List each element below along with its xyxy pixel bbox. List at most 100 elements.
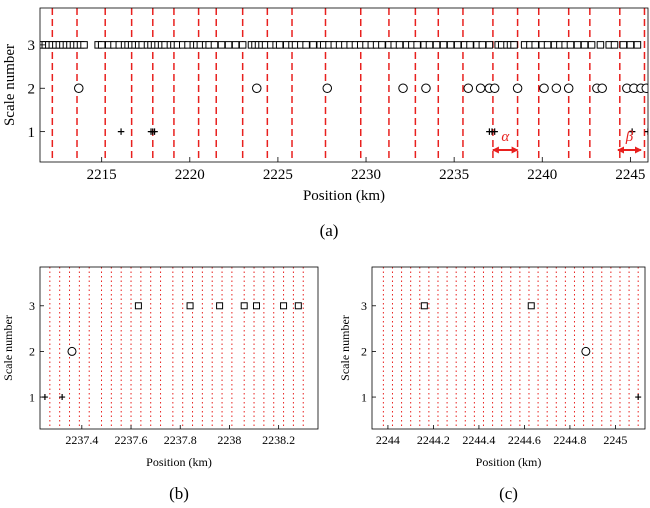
scale2-point — [512, 83, 523, 94]
x-tick-label: 2240 — [527, 167, 557, 183]
scale3-point — [420, 302, 428, 310]
scale3-point — [413, 41, 421, 49]
scale2-point — [551, 83, 562, 94]
scale1-point — [117, 128, 125, 135]
scale3-point — [80, 41, 88, 49]
scale3-point — [543, 41, 552, 49]
scale2-point — [489, 83, 500, 94]
panel-caption: (b) — [169, 484, 189, 503]
axes-box — [371, 266, 646, 430]
scale3-point — [302, 41, 310, 49]
x-tick-label: 2245 — [615, 167, 645, 183]
scale3-point — [432, 41, 441, 49]
scale2-point — [74, 83, 84, 94]
y-axis-label: Scale number — [338, 315, 352, 381]
plot-area — [41, 267, 304, 429]
scale3-point — [453, 41, 462, 49]
scale1-point — [635, 394, 642, 401]
y-tick-label: 1 — [29, 390, 35, 404]
scale3-point — [580, 41, 589, 49]
scale3-point — [231, 41, 240, 49]
x-axis-label: Position (km) — [476, 455, 542, 469]
scale3-point — [573, 41, 582, 49]
x-tick-label: 2238.2 — [262, 433, 295, 447]
scale3-point — [216, 302, 224, 310]
scale3-point — [280, 302, 288, 310]
chart-panel-a: 2215 2220 2225 2230 2235 2240 2245 1 2 3 Position … — [2, 7, 649, 240]
panel-caption: (a) — [320, 221, 339, 240]
x-axis-label: Position (km) — [146, 455, 212, 469]
scale3-point — [587, 41, 596, 49]
x-tick-label: 2238 — [217, 433, 241, 447]
x-tick-label: 2215 — [87, 167, 117, 183]
axes-box — [39, 7, 649, 163]
scale3-point — [510, 41, 518, 49]
scale2-point — [539, 83, 549, 94]
scale3-point — [610, 41, 619, 49]
y-tick-label: 3 — [28, 38, 36, 54]
scale3-point — [566, 41, 575, 49]
x-axis-label: Position (km) — [303, 188, 385, 204]
scale2-point — [563, 83, 574, 94]
scale3-point — [395, 41, 404, 49]
scale1-point — [491, 128, 498, 135]
scale3-point — [478, 41, 487, 49]
interval-symbol: α — [501, 129, 510, 145]
scale2-point — [398, 83, 408, 94]
scale3-point — [596, 41, 605, 49]
y-tick-label: 2 — [29, 345, 35, 359]
scale3-point — [446, 41, 455, 49]
scale3-point — [633, 41, 642, 49]
scale2-point — [421, 83, 431, 94]
interval-symbol: β — [625, 129, 634, 145]
scale3-point — [252, 302, 260, 310]
scale3-point — [238, 41, 247, 49]
x-tick-label: 2230 — [351, 167, 381, 183]
axes-box — [39, 266, 319, 430]
scale3-point — [309, 41, 317, 49]
y-tick-label: 2 — [28, 82, 36, 98]
y-tick-label: 2 — [361, 345, 367, 359]
x-tick-label: 2237.4 — [65, 433, 98, 447]
scale3-point — [217, 41, 226, 49]
scale3-point — [626, 41, 635, 49]
scale3-point — [619, 41, 628, 49]
scale1-point — [151, 128, 158, 135]
scale3-point — [275, 41, 284, 49]
x-tick-label: 2237.6 — [115, 433, 148, 447]
scale3-point — [378, 41, 386, 49]
x-tick-label: 2245 — [603, 433, 627, 447]
x-tick-label: 2237.8 — [164, 433, 197, 447]
scale2-point — [252, 83, 262, 94]
chart-panel-c: 2244 2244.2 2244.4 2244.6 2244.8 2245 1 2 3 Posit… — [338, 266, 646, 503]
chart-panel-b: 2237.4 2237.6 2237.8 2238 2238.2 1 2 3 Position … — [1, 266, 319, 503]
scale2-point — [581, 346, 591, 356]
scale2-point — [67, 346, 77, 356]
scale3-point — [531, 41, 539, 49]
x-tick-label: 2244.4 — [462, 433, 495, 447]
y-tick-label: 3 — [361, 299, 367, 313]
plot-area — [382, 267, 642, 429]
y-axis-label: Scale number — [1, 315, 15, 381]
panel-caption: (c) — [499, 484, 518, 503]
scale3-point — [466, 41, 474, 49]
y-tick-label: 1 — [361, 390, 367, 404]
y-tick-label: 1 — [28, 125, 36, 141]
x-tick-label: 2244.6 — [508, 433, 541, 447]
x-tick-label: 2225 — [263, 167, 293, 183]
scale3-point — [186, 302, 194, 310]
y-tick-label: 3 — [29, 299, 35, 313]
scale1-point — [59, 394, 66, 401]
scale3-point — [485, 41, 494, 49]
x-tick-label: 2235 — [439, 167, 469, 183]
scale3-point — [294, 302, 302, 310]
x-tick-label: 2244.8 — [553, 433, 586, 447]
scale1-point — [628, 128, 636, 135]
scale3-point — [240, 302, 248, 310]
scale3-point — [210, 41, 219, 49]
scale1-point — [644, 128, 648, 135]
scale2-point — [322, 83, 333, 94]
scale3-point — [439, 41, 448, 49]
scale2-point — [475, 83, 486, 94]
